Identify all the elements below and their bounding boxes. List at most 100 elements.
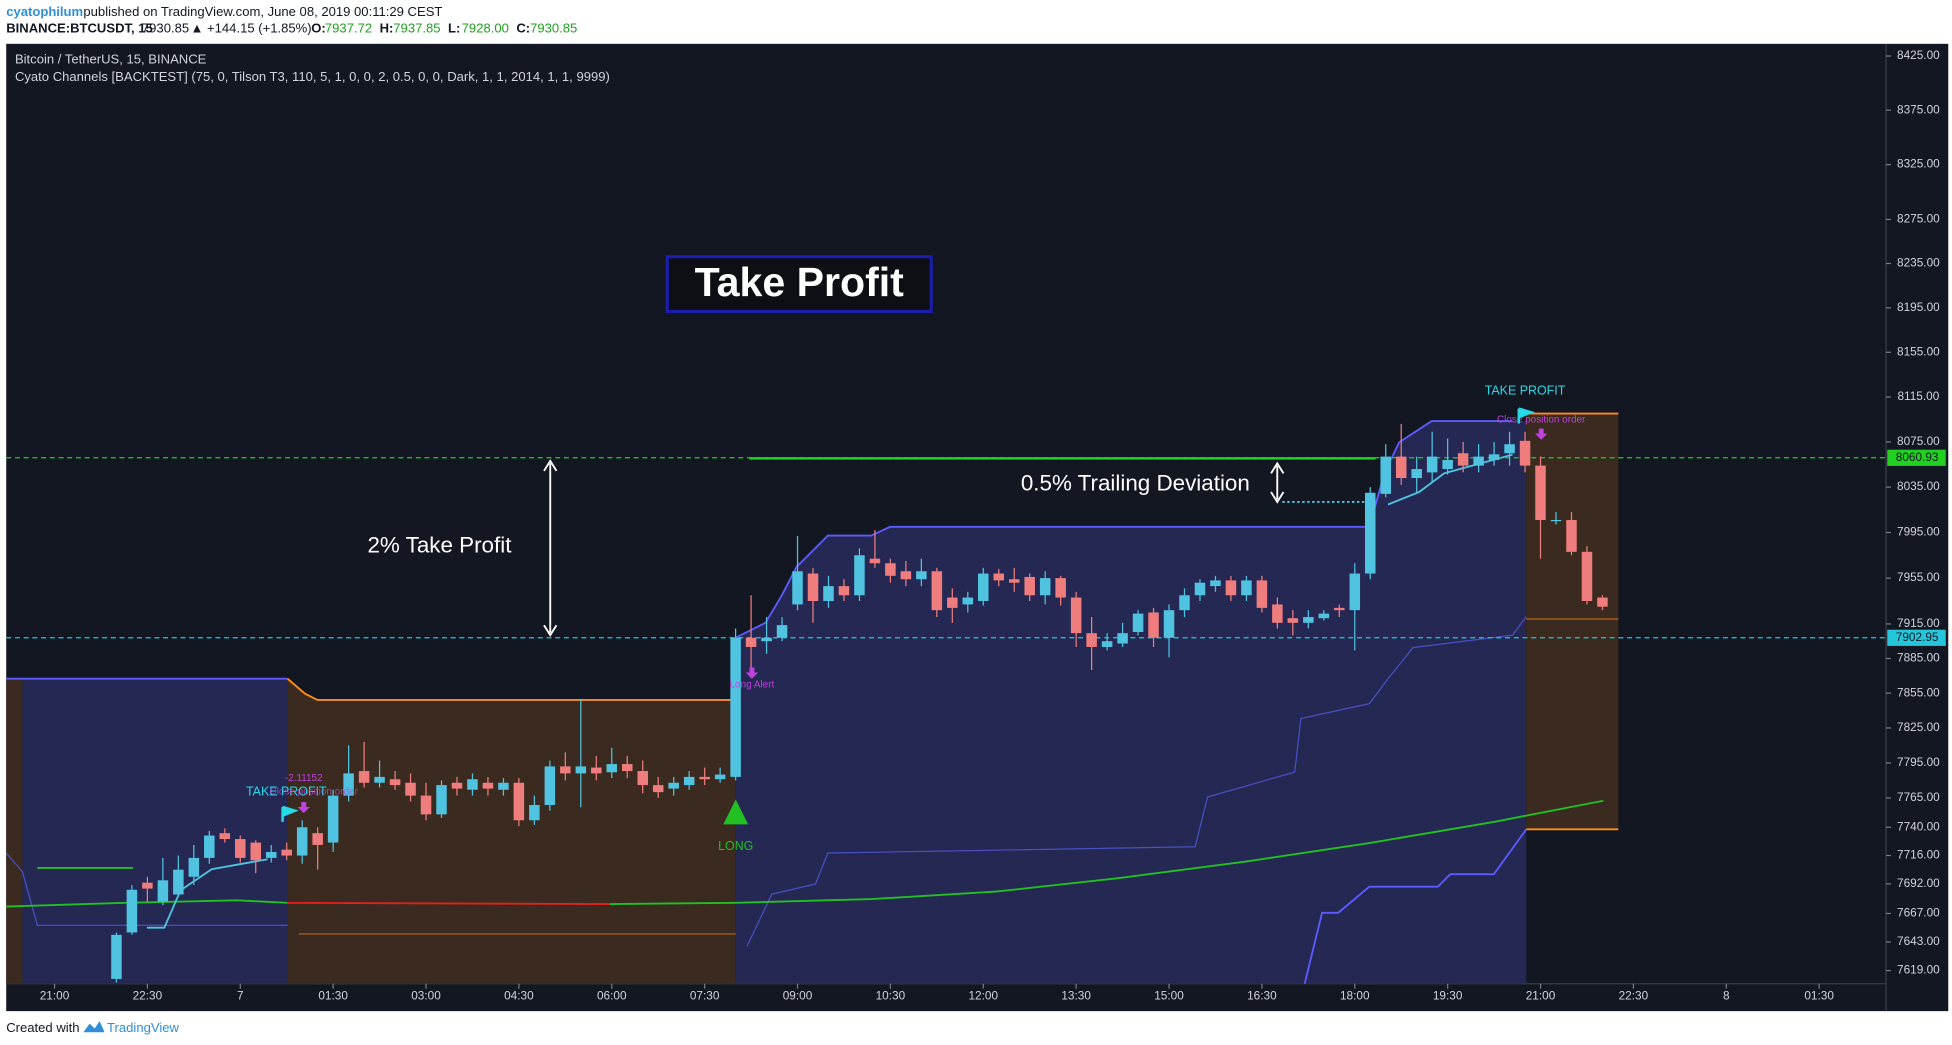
ma-line: [287, 901, 611, 905]
ohlc-label: O:: [311, 20, 326, 35]
candle-body: [111, 934, 122, 979]
flag: [1517, 407, 1535, 424]
candle-body: [1086, 633, 1097, 647]
y-tick-label: 7643.00: [1897, 934, 1940, 948]
channel-upper: [286, 678, 736, 701]
ohlc-value: 7930.85: [530, 20, 577, 35]
candle-body: [714, 774, 726, 780]
candle-body: [1349, 573, 1361, 611]
candle-body: [513, 782, 525, 821]
candle-body: [420, 795, 432, 815]
short-zone: [6, 678, 23, 984]
candle-body: [1024, 576, 1035, 596]
candle-body: [683, 776, 695, 786]
footer-text: Created with: [6, 1020, 79, 1035]
x-tick-label: 06:00: [597, 988, 627, 1002]
x-tick-label: 16:30: [1247, 988, 1277, 1002]
candle-body: [652, 785, 664, 793]
long-zone: [735, 421, 1527, 984]
x-tick-label: 21:00: [40, 988, 70, 1002]
y-tick-label: 7740.00: [1897, 819, 1940, 833]
annotation: 2% Take Profit: [367, 533, 512, 558]
ma-line: [609, 799, 1604, 905]
published: published on TradingView.com, June 08, 2…: [83, 4, 442, 19]
candle-body: [235, 839, 246, 858]
ohlc-value: 7928.00: [462, 20, 509, 35]
channel-lower: [1303, 828, 1528, 984]
indicator-legend: Cyato Channels [BACKTEST] (75, 0, Tilson…: [15, 69, 610, 84]
y-tick-label: 8195.00: [1897, 300, 1940, 314]
candle-body: [374, 776, 385, 783]
candle-body: [823, 586, 834, 601]
candle-body: [1117, 633, 1128, 644]
candle-body: [1210, 580, 1221, 587]
price-label: 7902.95: [1896, 630, 1939, 644]
candle-body: [544, 766, 556, 805]
candle-body: [978, 573, 989, 601]
annotation-box: [665, 255, 933, 314]
candle-body: [668, 782, 679, 789]
change: ▲ +144.15 (+1.85%): [190, 20, 311, 35]
y-tick-label: 7667.00: [1897, 906, 1940, 920]
candle-body: [219, 833, 231, 840]
candle-body: [1318, 613, 1330, 619]
candle-body: [885, 563, 896, 576]
arrow: [1270, 461, 1285, 504]
candle-body: [1457, 453, 1469, 466]
candle-body: [296, 827, 308, 856]
candle-body: [327, 795, 339, 843]
y-tick-label: 7619.00: [1897, 963, 1940, 977]
candle-body: [1256, 580, 1268, 608]
long-label: LONG: [718, 839, 753, 853]
candle-body: [1426, 456, 1438, 473]
candle-body: [1287, 618, 1299, 623]
x-tick-label: 22:30: [133, 988, 163, 1002]
candles: [111, 423, 1608, 983]
x-tick-label: 13:30: [1061, 988, 1091, 1002]
price-label-box: [1887, 629, 1946, 646]
x-tick-label: 15:00: [1154, 988, 1184, 1002]
ohlc-label: H:: [380, 20, 394, 35]
price-label-box: [1887, 449, 1946, 466]
ma-line: [6, 899, 288, 908]
x-tick-label: 04:30: [504, 988, 534, 1002]
candle-body: [1070, 597, 1082, 634]
loss-label: -2.11152: [285, 773, 323, 784]
candle-body: [560, 766, 571, 774]
candle-body: [250, 842, 262, 861]
candle-body: [1241, 580, 1252, 596]
x-tick-label: 10:30: [876, 988, 906, 1002]
publisher[interactable]: cyatophilum: [6, 4, 83, 19]
candle-body: [962, 597, 974, 605]
x-tick-label: 21:00: [1526, 988, 1556, 1002]
candle-body: [405, 782, 416, 796]
x-tick-label: 7: [237, 988, 244, 1002]
candle-body: [1303, 617, 1314, 623]
candle-body: [1334, 607, 1345, 611]
x-tick-label: 22:30: [1619, 988, 1649, 1002]
x-tick-label: 18:00: [1340, 988, 1370, 1002]
candle-body: [312, 833, 323, 845]
candle-body: [1473, 456, 1484, 466]
y-tick-label: 8075.00: [1897, 434, 1940, 448]
candle-body: [467, 779, 478, 790]
footer-brand[interactable]: TradingView: [107, 1020, 179, 1035]
y-tick-label: 8035.00: [1897, 479, 1940, 493]
candle-body: [1163, 610, 1175, 638]
trail-line: [5, 852, 288, 926]
candle-body: [1055, 578, 1066, 598]
y-tick-label: 8115.00: [1897, 389, 1939, 403]
candle-body: [1101, 641, 1113, 647]
y-tick-label: 7765.00: [1897, 790, 1940, 804]
candle-body: [389, 779, 401, 786]
tp-label: TAKE PROFIT: [1485, 383, 1566, 397]
candle-body: [1411, 469, 1422, 479]
y-tick-label: 7915.00: [1897, 616, 1940, 630]
candle-body: [1504, 444, 1515, 454]
logo: [83, 1021, 105, 1033]
candle-body: [1380, 456, 1391, 494]
y-tick-label: 8155.00: [1897, 344, 1940, 358]
close-marker: [297, 801, 310, 814]
x-tick-label: 09:00: [783, 988, 813, 1002]
